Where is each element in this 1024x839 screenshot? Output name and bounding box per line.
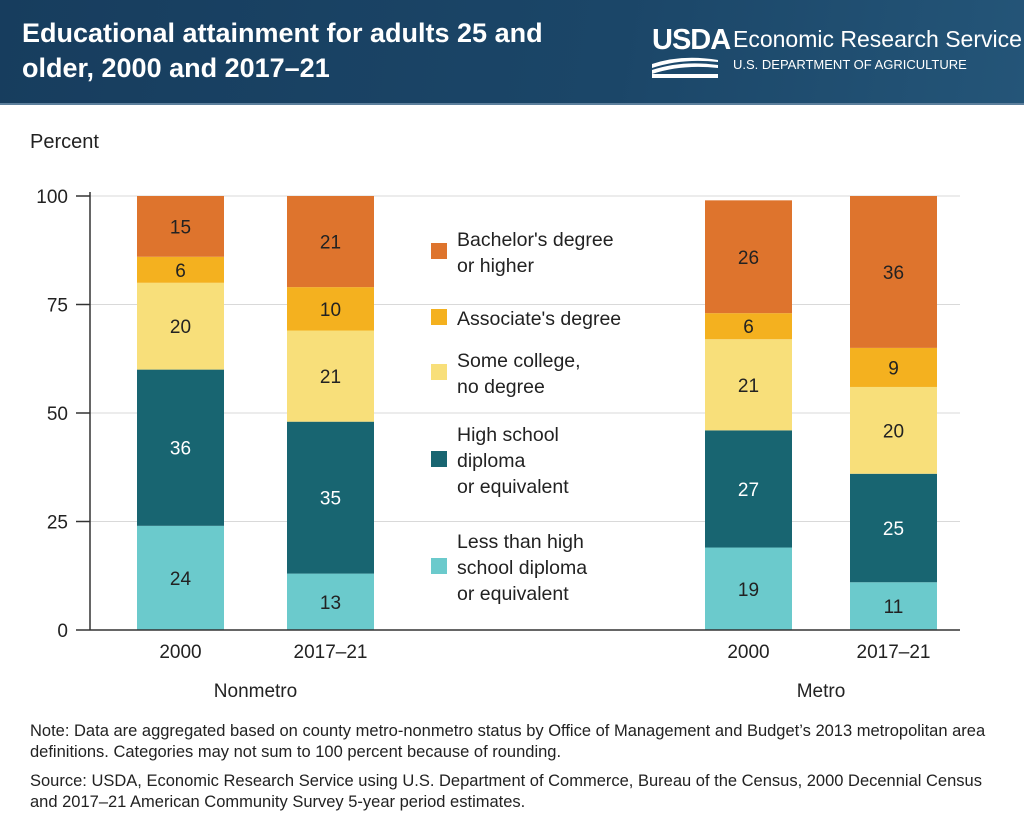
legend-label: diploma: [457, 450, 525, 472]
bar-segment: [705, 547, 792, 630]
bar-segment: [850, 582, 937, 630]
notes: Note: Data are aggregated based on count…: [30, 721, 1010, 821]
data-label: 36: [883, 263, 904, 284]
chart-title: Educational attainment for adults 25 and…: [22, 18, 543, 83]
bar-segment: [705, 339, 792, 431]
data-label: 6: [175, 261, 186, 282]
bar-segment: [287, 330, 374, 422]
data-label: 11: [884, 597, 904, 618]
data-label: 20: [170, 317, 191, 338]
legend-swatch: [431, 364, 447, 380]
x-tick-label: 2017–21: [857, 642, 931, 663]
legend-swatch: [431, 558, 447, 574]
bar-segment: [137, 282, 224, 370]
x-tick-label: 2000: [727, 642, 769, 663]
bar-segment: [137, 525, 224, 630]
data-label: 13: [320, 593, 341, 614]
legend-label: Associate's degree: [457, 308, 621, 330]
bar-segment: [137, 369, 224, 526]
bar-segment: [287, 573, 374, 630]
legend-label: Some college,: [457, 350, 581, 372]
legend-swatch: [431, 309, 447, 325]
y-tick-label: 50: [47, 404, 68, 425]
bar-segment: [850, 473, 937, 583]
usda-logo-swoosh-icon: [652, 57, 718, 78]
data-label: 20: [883, 421, 904, 442]
bar-segment: [287, 287, 374, 331]
bar-segment: [287, 196, 374, 288]
header-banner: Educational attainment for adults 25 and…: [0, 0, 1024, 105]
x-tick-label: 2017–21: [294, 642, 368, 663]
y-tick-label: 0: [57, 621, 68, 642]
bar-segment: [850, 386, 937, 474]
data-label: 21: [738, 376, 759, 397]
data-label: 19: [738, 580, 759, 601]
agency-name: Economic Research Service: [733, 26, 1022, 52]
bar-segment: [287, 421, 374, 574]
data-label: 25: [883, 519, 904, 540]
data-label: 9: [888, 358, 899, 379]
bar-segment: [705, 313, 792, 340]
group-label: Nonmetro: [214, 681, 297, 702]
stacked-bar-chart: Percent 24 36 20 6 15 13 35 21 10 21 19 27 21 6 26 11 25…: [30, 131, 960, 702]
legend-label: Bachelor's degree: [457, 229, 614, 251]
legend-label: Less than high: [457, 531, 584, 553]
bar-segment: [850, 196, 937, 348]
legend-label: or higher: [457, 255, 534, 277]
bar-segment: [137, 196, 224, 257]
data-label: 10: [320, 300, 341, 321]
data-label: 26: [738, 248, 759, 269]
department-name: U.S. DEPARTMENT OF AGRICULTURE: [733, 57, 967, 72]
bar-segment: [850, 347, 937, 387]
data-label: 24: [170, 569, 192, 590]
legend-label: High school: [457, 424, 559, 446]
note-text: Note: Data are aggregated based on count…: [30, 722, 986, 761]
x-tick-label: 2000: [159, 642, 201, 663]
bar-segment: [705, 200, 792, 314]
data-label: 15: [170, 217, 191, 238]
legend-label: or equivalent: [457, 583, 569, 605]
legend-label: or equivalent: [457, 476, 569, 498]
bar-segment: [705, 430, 792, 548]
data-label: 36: [170, 439, 191, 460]
y-tick-label: 100: [36, 187, 68, 208]
data-label: 21: [320, 233, 341, 254]
data-label: 6: [743, 317, 754, 338]
source-text: Source: USDA, Economic Research Service …: [30, 772, 982, 811]
group-label: Metro: [797, 681, 846, 702]
data-label: 27: [738, 480, 759, 501]
y-axis-label: Percent: [30, 131, 99, 153]
data-label: 35: [320, 489, 341, 510]
y-tick-label: 25: [47, 513, 68, 534]
bar-segment: [137, 256, 224, 283]
legend-swatch: [431, 451, 447, 467]
y-tick-label: 75: [47, 296, 68, 317]
legend-label: school diploma: [457, 557, 587, 579]
usda-logo: USDA: [652, 24, 731, 56]
legend-swatch: [431, 243, 447, 259]
legend-label: no degree: [457, 376, 545, 398]
data-label: 21: [320, 367, 341, 388]
